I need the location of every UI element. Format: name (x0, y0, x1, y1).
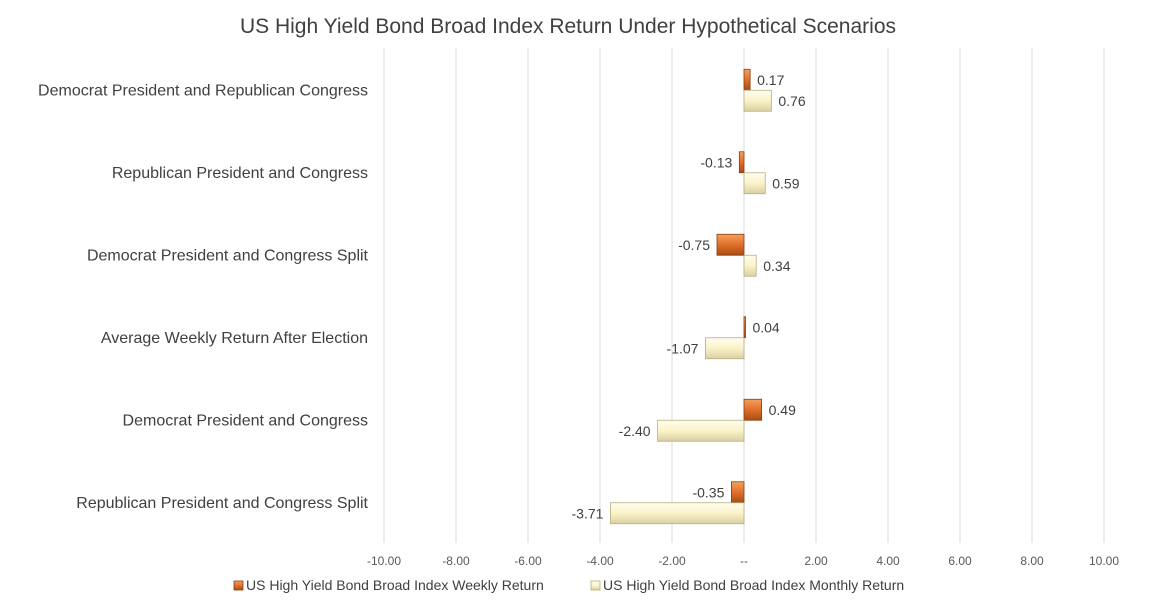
weekly-return-bar (716, 233, 745, 256)
data-label: 0.04 (752, 319, 779, 335)
x-tick-label: 2.00 (804, 554, 828, 568)
bars (610, 68, 772, 525)
data-labels: 0.17 0.76 -0.13 0.59 -0.75 0.34 0.04 -1.07 0.49 -… (572, 72, 806, 522)
weekly-return-bar (743, 68, 751, 91)
data-label: -0.13 (700, 154, 732, 170)
category-label: Average Weekly Return After Election (101, 330, 368, 347)
x-tick-label: -2.00 (658, 554, 686, 568)
monthly-return-bar (657, 419, 745, 442)
chart-title: US High Yield Bond Broad Index Return Un… (240, 15, 896, 38)
category-label: Democrat President and Congress (123, 412, 368, 429)
data-label: 0.17 (757, 72, 784, 88)
x-tick-label: -6.00 (514, 554, 542, 568)
category-label: Republican President and Congress (112, 165, 368, 182)
data-label: -1.07 (667, 340, 699, 356)
category-labels: Democrat President and Republican Congre… (38, 82, 369, 512)
weekly-return-bar (738, 151, 745, 174)
weekly-return-bar (731, 481, 745, 504)
monthly-return-bar (743, 172, 766, 195)
x-tick-label: -8.00 (442, 554, 470, 568)
legend-swatch-weekly (233, 580, 244, 591)
gridlines (383, 48, 1105, 543)
x-tick-label: 4.00 (876, 554, 900, 568)
legend-swatch-monthly (590, 580, 601, 591)
x-tick-label: 10.00 (1089, 554, 1119, 568)
weekly-return-bar (743, 398, 763, 421)
monthly-return-bar (743, 89, 772, 112)
data-label: -0.75 (678, 237, 710, 253)
data-label: -2.40 (619, 423, 651, 439)
data-label: 0.59 (772, 175, 799, 191)
monthly-return-bar (743, 254, 757, 277)
data-label: -3.71 (572, 505, 604, 521)
data-label: 0.49 (769, 402, 796, 418)
data-label: -0.35 (692, 484, 724, 500)
weekly-return-bar (743, 316, 746, 339)
x-tick-label: -10.00 (367, 554, 401, 568)
category-label: Democrat President and Republican Congre… (38, 82, 368, 99)
x-axis-ticks: -10.00 -8.00 -6.00 -4.00 -2.00 -- 2.00 4.00 6.00… (367, 554, 1119, 568)
data-label: 0.34 (763, 258, 790, 274)
x-tick-label: -4.00 (586, 554, 614, 568)
monthly-return-bar (610, 502, 745, 525)
x-tick-label: 6.00 (948, 554, 972, 568)
data-label: 0.76 (778, 93, 805, 109)
category-label: Democrat President and Congress Split (87, 247, 369, 264)
legend-label-monthly: US High Yield Bond Broad Index Monthly R… (603, 577, 904, 593)
legend-label-weekly: US High Yield Bond Broad Index Weekly Re… (246, 577, 544, 593)
category-label: Republican President and Congress Split (76, 495, 368, 512)
x-tick-label: 8.00 (1020, 554, 1044, 568)
x-tick-label: -- (740, 554, 748, 568)
legend: US High Yield Bond Broad Index Weekly Re… (233, 577, 904, 593)
monthly-return-bar (705, 337, 745, 360)
